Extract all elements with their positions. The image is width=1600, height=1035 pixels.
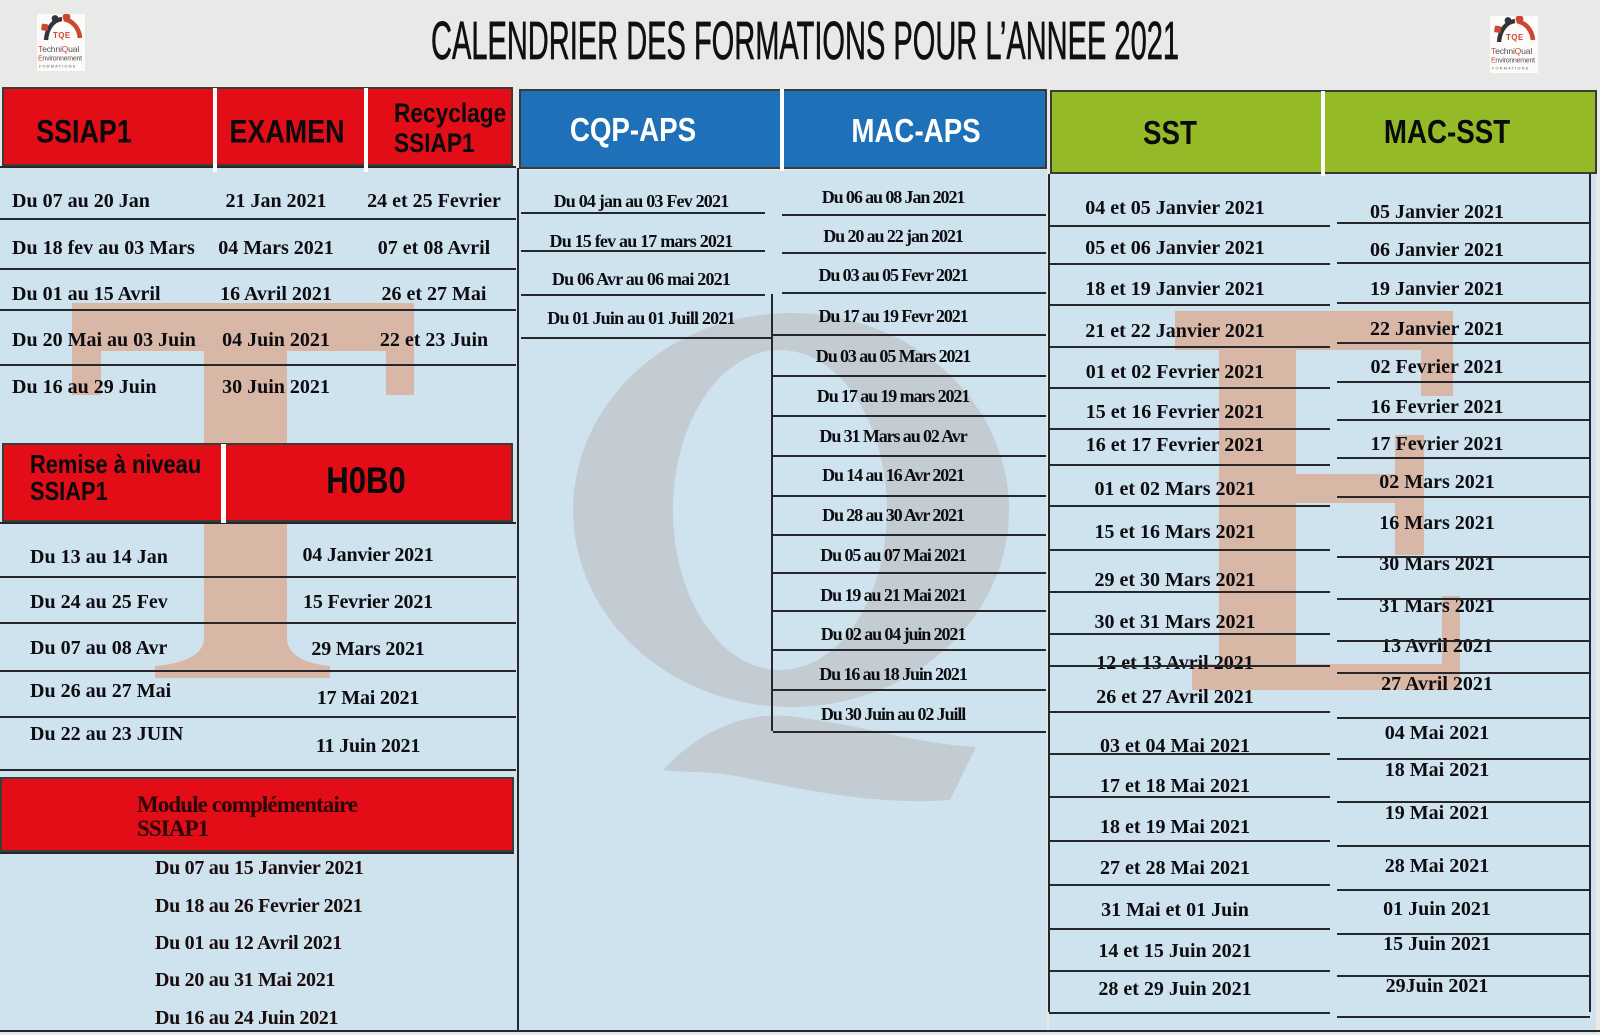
svg-text:TechniQual: TechniQual [1491,46,1532,56]
svg-text:TechniQual: TechniQual [38,44,79,54]
svg-text:Environnement: Environnement [1491,58,1535,65]
svg-text:Environnement: Environnement [38,56,82,63]
svg-text:FORMATIONS: FORMATIONS [1492,66,1529,71]
svg-text:TQE: TQE [1506,33,1524,42]
svg-text:TQE: TQE [53,31,71,40]
svg-text:CALENDRIER DES FORMATIONS POUR: CALENDRIER DES FORMATIONS POUR L’ANNEE 2… [431,11,1179,71]
svg-text:FORMATIONS: FORMATIONS [39,64,76,69]
